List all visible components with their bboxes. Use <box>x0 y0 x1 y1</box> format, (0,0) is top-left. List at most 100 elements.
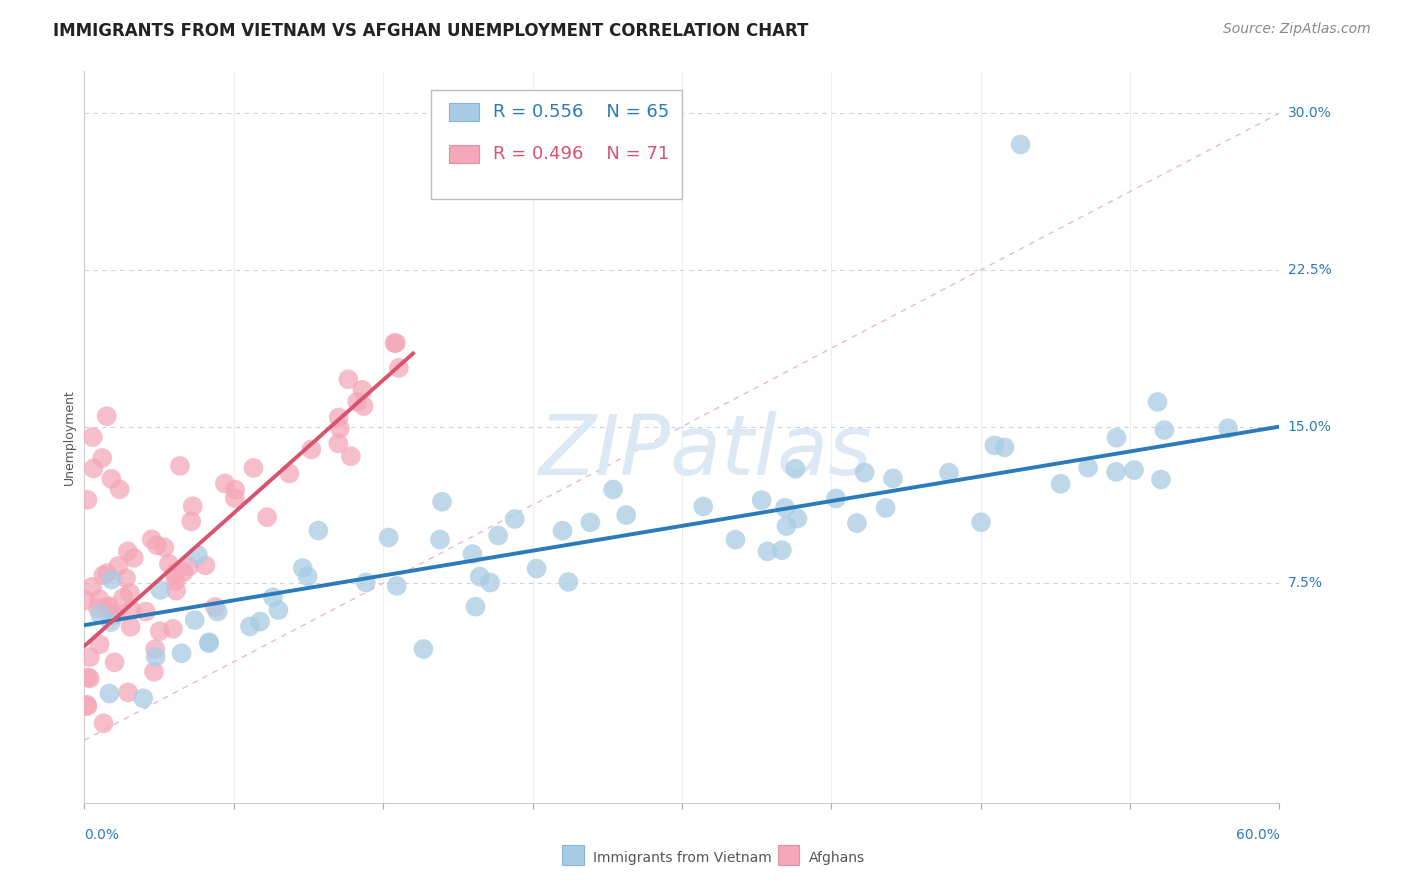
Point <box>103 608 125 623</box>
Point <box>297 569 319 583</box>
Point <box>214 476 236 491</box>
Point <box>938 466 960 480</box>
Point <box>461 547 484 561</box>
Point <box>307 524 329 538</box>
Point <box>1123 463 1146 477</box>
Point <box>503 512 526 526</box>
Point <box>384 336 406 351</box>
Point <box>82 461 104 475</box>
Point <box>145 538 167 552</box>
Point <box>486 528 509 542</box>
Point <box>340 449 363 463</box>
Point <box>122 550 145 565</box>
Point <box>135 605 157 619</box>
Point <box>153 541 176 555</box>
Point <box>770 543 793 558</box>
Point <box>756 544 779 558</box>
Point <box>82 580 104 594</box>
Point <box>76 670 98 684</box>
Point <box>1105 465 1128 479</box>
Point <box>352 383 374 397</box>
Point <box>328 410 350 425</box>
Point <box>97 599 120 613</box>
Point <box>170 646 193 660</box>
Point <box>1216 421 1239 435</box>
Point <box>187 548 209 562</box>
Point <box>377 531 399 545</box>
Point <box>724 533 747 547</box>
Point <box>120 620 142 634</box>
Point <box>267 603 290 617</box>
Point <box>149 624 172 639</box>
Point <box>328 436 350 450</box>
Point <box>107 558 129 573</box>
Point <box>526 561 548 575</box>
Point <box>93 568 115 582</box>
Point <box>157 557 180 571</box>
Point <box>825 491 848 506</box>
Point <box>468 569 491 583</box>
Point <box>79 650 101 665</box>
Text: ZIPatlas: ZIPatlas <box>538 411 873 492</box>
Point <box>993 440 1015 454</box>
Point <box>388 360 411 375</box>
Point <box>173 565 195 579</box>
Point <box>385 336 408 351</box>
Point <box>198 636 221 650</box>
Point <box>165 574 187 589</box>
Point <box>93 716 115 731</box>
FancyBboxPatch shape <box>432 90 682 200</box>
Point <box>853 466 876 480</box>
Point <box>76 699 98 714</box>
Text: Afghans: Afghans <box>808 851 865 864</box>
Point <box>1105 431 1128 445</box>
Point <box>262 591 284 605</box>
Text: Immigrants from Vietnam: Immigrants from Vietnam <box>593 851 772 864</box>
Point <box>479 575 502 590</box>
Point <box>163 566 186 581</box>
Point <box>75 593 97 607</box>
Point <box>118 586 141 600</box>
Point <box>1049 476 1071 491</box>
Point <box>198 635 221 649</box>
Y-axis label: Unemployment: Unemployment <box>63 389 76 485</box>
Point <box>179 559 201 574</box>
Point <box>1150 473 1173 487</box>
Point <box>108 483 131 497</box>
Point <box>242 461 264 475</box>
Point <box>180 515 202 529</box>
Point <box>89 592 111 607</box>
Point <box>614 508 637 522</box>
Point <box>882 471 904 485</box>
Bar <box>778 846 799 865</box>
Point <box>239 619 262 633</box>
Point <box>353 399 375 413</box>
Point <box>692 500 714 514</box>
Text: 22.5%: 22.5% <box>1288 263 1331 277</box>
Point <box>103 656 125 670</box>
Point <box>115 571 138 585</box>
Point <box>91 450 114 465</box>
Point <box>224 491 246 505</box>
Point <box>132 691 155 706</box>
Point <box>786 511 808 525</box>
Text: Source: ZipAtlas.com: Source: ZipAtlas.com <box>1223 22 1371 37</box>
Point <box>249 615 271 629</box>
Point <box>117 685 139 699</box>
Bar <box>562 846 583 865</box>
Point <box>207 605 229 619</box>
Point <box>775 519 797 533</box>
Point <box>1077 460 1099 475</box>
Point <box>602 483 624 497</box>
Point <box>354 575 377 590</box>
Text: 15.0%: 15.0% <box>1288 419 1331 434</box>
Point <box>96 566 118 581</box>
Point <box>141 533 163 547</box>
Point <box>970 515 993 529</box>
Point <box>1146 395 1168 409</box>
Point <box>385 579 408 593</box>
Point <box>751 493 773 508</box>
Point <box>143 665 166 679</box>
Point <box>551 524 574 538</box>
Point <box>773 500 796 515</box>
